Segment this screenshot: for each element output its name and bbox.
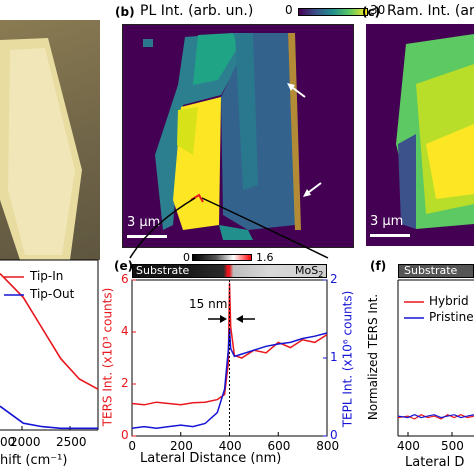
panel-e-ytick-right-label-1: 1 [330, 350, 338, 364]
panel-d-xtick-2500: 2500 [56, 435, 87, 449]
panel-e-xtick-label-600: 600 [267, 439, 291, 453]
panel-d-line-tip-in [0, 273, 99, 390]
panel-f-tag: (f) [370, 259, 387, 273]
raman-map-scalebar-label: 3 μm [370, 214, 404, 229]
panel-e-strip-mos2-sub: 2 [318, 270, 324, 280]
panel-b-colorbar-max: 30 [370, 3, 386, 17]
panel-e-arrowhead-right [236, 315, 243, 323]
panel-f-line-pristine [397, 414, 474, 419]
panel-f-ylabel: Normalized TERS Int. [366, 293, 381, 421]
panel-e-ylabel-right: TEPL Int. (x10⁶ counts) [340, 290, 355, 428]
panel-d-legend-tip-in: Tip-In [30, 269, 64, 283]
panel-d-legend-tip-out: Tip-Out [30, 287, 75, 301]
raman-map-scalebar [370, 234, 410, 237]
panel-e-arrowhead-left [220, 315, 227, 323]
panel-f-xtick-500: 500 [441, 439, 464, 453]
raman-map-image [396, 34, 474, 229]
panel-b-colorbar-min: 0 [285, 3, 293, 17]
panel-e-xtick-label-400: 400 [218, 439, 242, 453]
panel-e-strip-mos2-text: MoS [295, 264, 319, 277]
panel-e-colorbar [192, 254, 252, 261]
panel-e-colorbar-min: 0 [183, 251, 190, 264]
panel-e-ylabel-left: TERS Int. (x10³ counts) [100, 287, 115, 427]
panel-f-xlabel: Lateral D [405, 455, 465, 470]
panel-e-frame [131, 279, 328, 437]
panel-d-plot [0, 259, 99, 431]
panel-e-xtick-label-800: 800 [316, 439, 340, 453]
panel-d-xtick-partial: 00 [0, 435, 16, 449]
panel-e-ters-strip [132, 264, 327, 278]
optical-image [0, 20, 100, 260]
panel-c-tag: (c) [362, 5, 381, 19]
pl-map-scalebar [127, 235, 167, 238]
optical-flake [0, 38, 82, 260]
panel-e-strip-substrate: Substrate [136, 264, 190, 277]
panel-b-tag: (b) [115, 5, 135, 19]
raman-map: 3 μm [366, 24, 474, 246]
panel-e-ytick-right-label-2: 2 [330, 272, 338, 286]
pl-map-scalebar-label: 3 μm [127, 215, 161, 230]
panel-e-ytick-left-label-2: 2 [121, 376, 129, 390]
panel-e-tag: (e) [114, 259, 134, 273]
pl-map-arrows [190, 83, 322, 203]
panel-e-xtick-label-200: 200 [169, 439, 193, 453]
panel-e-ytick-right-label-0: 0 [330, 428, 338, 442]
panel-d: Tip-In Tip-Out 00 2000 2500 hift (cm⁻¹) [0, 255, 112, 474]
panel-e-xtick-label-0: 0 [128, 439, 137, 453]
panel-f-legend-hybrid: Hybrid [429, 294, 469, 308]
panel-f-strip-substrate: Substrate [404, 264, 458, 277]
panel-d-xtick-2000: 2000 [10, 435, 41, 449]
panel-e-annotation: 15 nm [189, 297, 228, 311]
panel-b-title: PL Int. (arb. un.) [140, 3, 254, 19]
panel-e-xlabel: Lateral Distance (nm) [140, 451, 282, 466]
panel-f-line-hybrid [397, 414, 474, 420]
panel-e-tepl-line [131, 328, 328, 429]
panel-e-ytick-left-label-0: 0 [121, 428, 129, 442]
panel-b-colorbar [298, 8, 368, 16]
panel-e-colorbar-max: 1.6 [256, 251, 274, 264]
panel-c-title: Ram. Int. (ar [387, 3, 474, 19]
panel-e-ytick-left-label-4: 4 [121, 324, 129, 338]
pl-map: 3 μm [122, 24, 354, 248]
panel-e-strip-mos2: MoS2 [295, 264, 323, 279]
panel-e-ters-line [131, 282, 328, 406]
panel-f-xtick-400: 400 [397, 439, 420, 453]
panel-e-ytick-left-label-6: 6 [121, 272, 129, 286]
panel-d-xlabel: hift (cm⁻¹) [0, 453, 68, 468]
panel-d-line-tip-out [0, 405, 98, 430]
panel-f-legend-pristine: Pristine [429, 310, 474, 324]
